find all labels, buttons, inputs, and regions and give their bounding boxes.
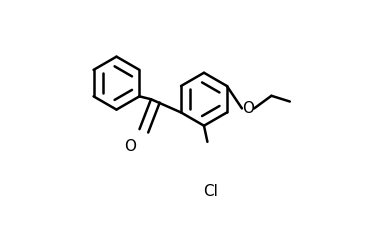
Text: Cl: Cl [203, 184, 218, 199]
Text: O: O [124, 139, 136, 154]
Text: O: O [242, 101, 254, 116]
